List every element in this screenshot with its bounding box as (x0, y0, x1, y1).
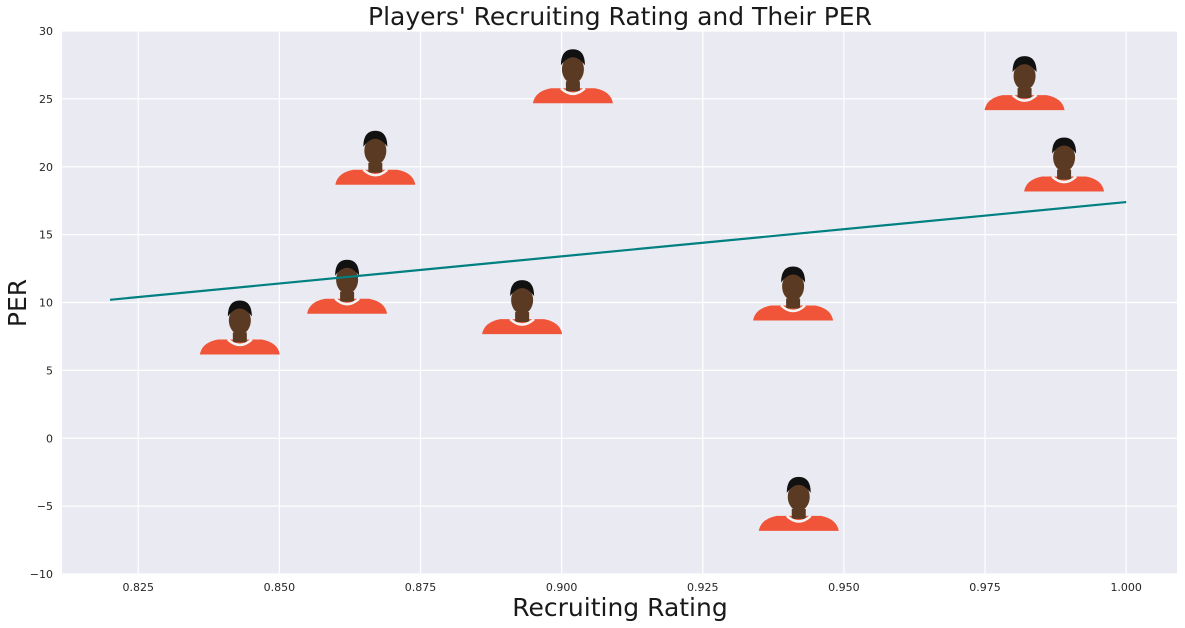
x-tick-label: 0.900 (546, 581, 578, 594)
chart-title: Players' Recruiting Rating and Their PER (368, 2, 872, 31)
hair-shape (335, 259, 360, 276)
hair-shape (560, 49, 585, 66)
player-headshot-marker (753, 266, 834, 321)
jersey-shape (984, 95, 1065, 111)
collar-shape (780, 304, 806, 313)
player-headshot-marker (758, 476, 839, 531)
jersey-shape (335, 169, 416, 185)
y-tick-labels: −10 −5 0 5 10 15 20 25 30 (30, 25, 53, 581)
x-tick-label: 0.875 (405, 581, 437, 594)
y-tick-label: 0 (46, 432, 53, 445)
hair-shape (1012, 56, 1037, 73)
face-shape (1013, 62, 1036, 91)
face-shape (364, 136, 387, 165)
jersey-shape (532, 88, 613, 104)
face-shape (561, 55, 584, 84)
x-axis-label: Recruiting Rating (512, 593, 727, 622)
player-headshot-marker (532, 49, 613, 104)
y-tick-label: −5 (37, 500, 53, 513)
hair-shape (363, 130, 388, 147)
x-tick-label: 0.950 (828, 581, 860, 594)
y-tick-label: 15 (39, 229, 53, 242)
collar-shape (1011, 94, 1038, 102)
face-shape (511, 286, 534, 315)
collar-shape (785, 514, 812, 523)
player-headshot-marker (307, 259, 388, 314)
collar-shape (226, 338, 253, 347)
y-tick-label: 20 (39, 161, 53, 174)
collar-shape (509, 318, 535, 326)
neck-shape (1057, 169, 1072, 180)
face-shape (228, 306, 251, 335)
x-tick-label: 0.975 (969, 581, 1001, 594)
neck-shape (340, 291, 355, 302)
collar-shape (334, 297, 360, 306)
hair-shape (786, 476, 811, 493)
jersey-shape (199, 339, 280, 355)
y-tick-label: 10 (39, 297, 53, 310)
player-headshot-marker (335, 130, 416, 185)
neck-shape (232, 332, 247, 343)
trend-line (109, 200, 1127, 301)
y-tick-label: 30 (39, 25, 53, 38)
x-tick-label: 0.925 (687, 581, 719, 594)
x-tick-label: 0.850 (264, 581, 296, 594)
collar-shape (362, 168, 389, 177)
y-tick-label: 5 (46, 364, 53, 377)
hair-shape (510, 280, 535, 297)
collar-shape (1051, 175, 1077, 184)
neck-shape (565, 81, 580, 92)
player-headshot-marker (199, 300, 280, 355)
hair-shape (781, 266, 806, 283)
jersey-shape (753, 305, 834, 321)
neck-shape (791, 508, 806, 519)
player-headshot-marker (1024, 137, 1105, 192)
x-tick-labels: 0.825 0.850 0.875 0.900 0.925 0.950 0.975 1.000 (122, 581, 1141, 594)
jersey-shape (482, 319, 563, 335)
player-headshot-markers (199, 49, 1105, 531)
jersey-shape (307, 298, 388, 314)
neck-shape (368, 162, 383, 173)
face-shape (1053, 143, 1076, 172)
x-tick-label: 1.000 (1110, 581, 1142, 594)
y-tick-label: −10 (30, 568, 53, 581)
face-shape (787, 482, 810, 511)
x-tick-label: 0.825 (122, 581, 154, 594)
y-tick-label: 25 (39, 93, 53, 106)
face-shape (782, 272, 805, 301)
hair-shape (1052, 137, 1077, 154)
jersey-shape (758, 515, 839, 531)
player-headshot-marker (482, 280, 563, 335)
player-headshot-marker (984, 56, 1065, 111)
neck-shape (1017, 88, 1032, 99)
face-shape (336, 265, 359, 294)
hair-shape (227, 300, 252, 317)
neck-shape (786, 298, 801, 309)
jersey-shape (1024, 176, 1105, 192)
collar-shape (560, 87, 586, 96)
horizontal-gridlines (62, 30, 1177, 575)
y-axis-label: PER (3, 279, 32, 327)
neck-shape (515, 312, 530, 323)
